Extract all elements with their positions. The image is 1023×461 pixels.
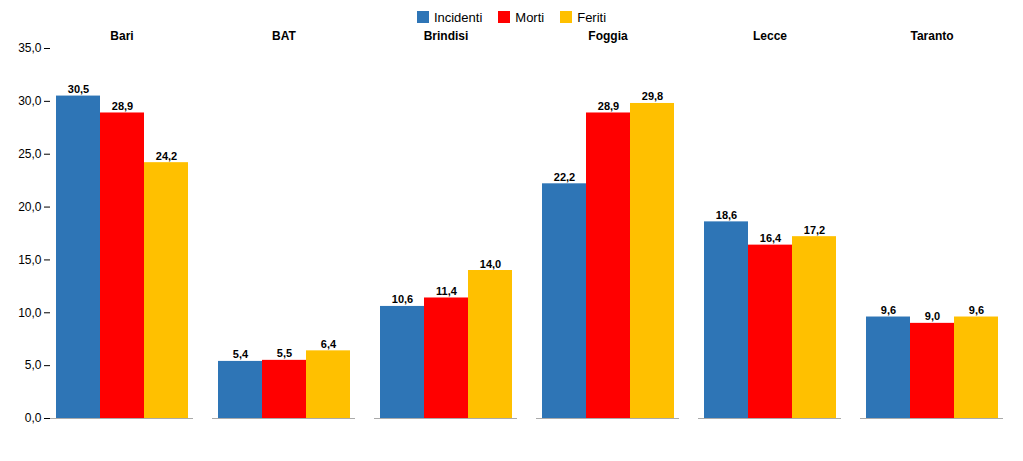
svg-text:24,2: 24,2: [156, 150, 177, 162]
svg-text:9,0: 9,0: [925, 310, 940, 322]
svg-text:18,6: 18,6: [716, 209, 737, 221]
html-text:Incidenti: Incidenti: [433, 9, 483, 25]
svg-text:16,4: 16,4: [760, 232, 782, 244]
html-text:Morti: Morti: [515, 9, 545, 25]
svg-text:29,8: 29,8: [642, 90, 663, 102]
svg-text:9,6: 9,6: [881, 304, 896, 316]
svg-text:20,0: 20,0: [18, 200, 42, 214]
svg-text:9,6: 9,6: [969, 304, 984, 316]
svg-text:Bari: Bari: [110, 29, 133, 43]
svg-text:10,0: 10,0: [18, 306, 42, 320]
svg-text:11,4: 11,4: [436, 285, 458, 297]
svg-text:Lecce: Lecce: [753, 29, 787, 43]
svg-text:6,4: 6,4: [321, 338, 337, 350]
svg-text:15,0: 15,0: [18, 253, 42, 267]
svg-text:17,2: 17,2: [804, 224, 825, 236]
svg-text:35,0: 35,0: [18, 41, 42, 55]
svg-text:10,6: 10,6: [392, 293, 413, 305]
svg-text:Foggia: Foggia: [588, 29, 628, 43]
svg-text:Brindisi: Brindisi: [424, 29, 469, 43]
svg-text:Taranto: Taranto: [910, 29, 953, 43]
html-text:Feriti: Feriti: [577, 9, 607, 25]
svg-text:25,0: 25,0: [18, 147, 42, 161]
svg-text:30,5: 30,5: [68, 83, 89, 95]
svg-text:0,0: 0,0: [25, 411, 42, 425]
svg-text:5,0: 5,0: [25, 358, 42, 372]
svg-text:30,0: 30,0: [18, 94, 42, 108]
svg-text:14,0: 14,0: [480, 258, 501, 270]
svg-text:BAT: BAT: [272, 29, 296, 43]
svg-text:5,4: 5,4: [233, 348, 249, 360]
svg-text:28,9: 28,9: [598, 100, 619, 112]
svg-text:22,2: 22,2: [554, 171, 575, 183]
svg-text:28,9: 28,9: [112, 100, 133, 112]
svg-text:5,5: 5,5: [277, 347, 292, 359]
